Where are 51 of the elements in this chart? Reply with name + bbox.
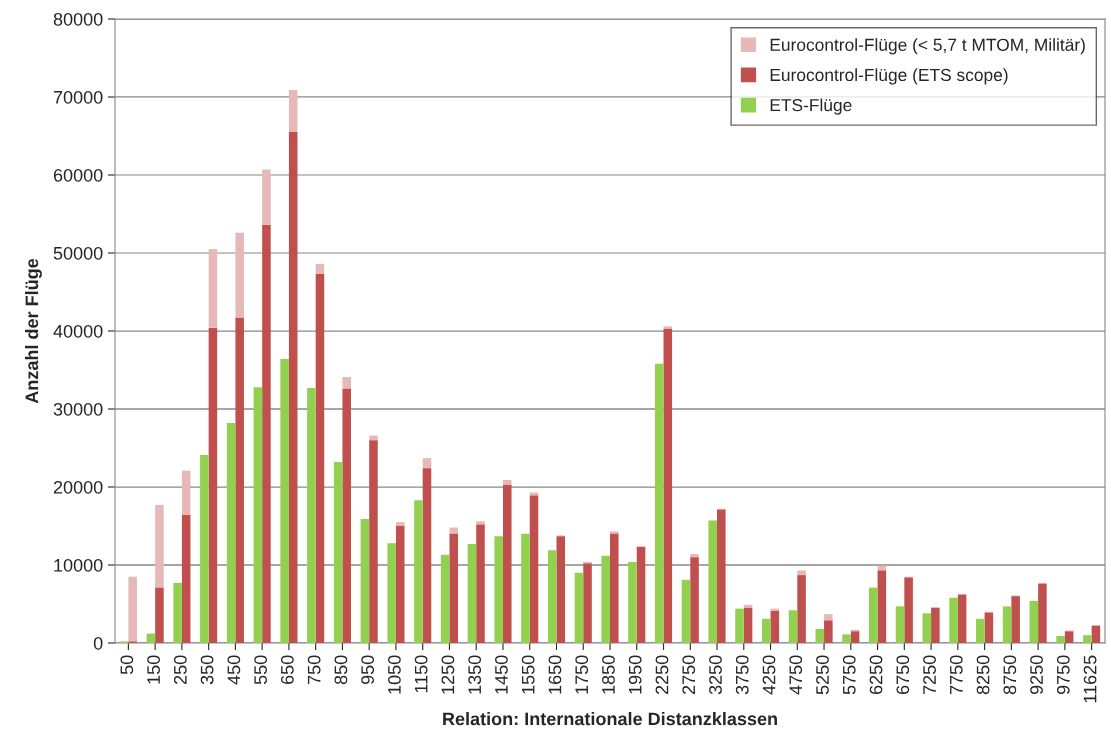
x-tick-label: 5250 (816, 655, 829, 695)
x-tick-label: 1650 (548, 655, 562, 694)
legend-label: Eurocontrol-Flüge (ETS scope) (770, 68, 1008, 85)
x-tick-label: 9750 (1056, 655, 1070, 695)
x-tick-label: 3750 (735, 655, 749, 695)
x-tick-label: 1250 (441, 655, 455, 694)
y-tick-label: 20000 (53, 480, 103, 494)
y-tick-label: 30000 (53, 402, 103, 416)
y-axis-title: Anzahl der Flüge (24, 258, 42, 404)
x-tick-label: 2250 (655, 655, 669, 695)
y-tick-label: 60000 (53, 168, 103, 182)
x-tick-label: 1550 (521, 655, 535, 694)
x-tick-label: 250 (173, 655, 187, 685)
x-tick-label: 2750 (682, 655, 696, 695)
x-tick-label: 1050 (388, 655, 401, 694)
x-tick-label: 1750 (575, 655, 589, 694)
x-tick-label: 11625 (1083, 655, 1097, 703)
x-tick-label: 3250 (709, 655, 722, 695)
x-tick-label: 6750 (896, 655, 910, 695)
x-tick-label: 8750 (1003, 655, 1017, 695)
x-tick-label: 7750 (949, 655, 963, 695)
y-tick-label: 50000 (53, 246, 103, 260)
x-tick-label: 5750 (842, 655, 856, 695)
x-tick-label: 750 (307, 655, 321, 684)
legend-label: ETS-Flüge (770, 98, 852, 115)
x-tick-label: 9250 (1030, 655, 1043, 695)
legend-label: Eurocontrol-Flüge (< 5,7 t MTOM, Militär) (770, 38, 1085, 55)
x-tick-label: 1950 (628, 655, 642, 694)
x-tick-label: 8250 (976, 655, 990, 695)
x-tick-label: 50 (120, 655, 134, 675)
x-tick-label: 4750 (789, 655, 803, 695)
x-tick-label: 1150 (414, 655, 428, 693)
x-axis-title: Relation: Internationale Distanzklassen (443, 712, 777, 726)
y-tick-label: 0 (93, 636, 103, 650)
x-tick-label: 4250 (762, 655, 776, 695)
x-tick-label: 550 (254, 655, 268, 685)
x-tick-label: 7250 (923, 655, 936, 695)
x-tick-label: 650 (280, 655, 294, 685)
x-tick-label: 150 (147, 655, 160, 684)
x-tick-label: 1450 (495, 655, 508, 694)
y-tick-label: 80000 (53, 12, 103, 26)
x-tick-label: 350 (200, 655, 214, 685)
x-tick-label: 850 (334, 655, 348, 685)
x-tick-label: 6250 (869, 655, 883, 695)
y-tick-label: 10000 (54, 558, 103, 572)
y-tick-label: 70000 (53, 90, 103, 104)
x-tick-label: 1350 (468, 655, 482, 694)
x-tick-label: 1850 (602, 655, 615, 694)
x-tick-label: 450 (227, 655, 241, 685)
y-tick-label: 40000 (53, 324, 103, 338)
x-tick-label: 950 (361, 655, 375, 685)
